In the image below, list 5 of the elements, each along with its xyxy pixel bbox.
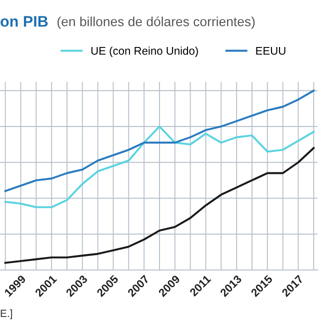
legend-label: EEUU: [256, 47, 286, 55]
chart-subtitle: (en billones de dólares corrientes): [58, 16, 255, 29]
text: E.]: [0, 309, 12, 320]
chart-title: on PIB: [0, 16, 48, 27]
legend-label: UE (con Reino Unido): [91, 46, 198, 57]
